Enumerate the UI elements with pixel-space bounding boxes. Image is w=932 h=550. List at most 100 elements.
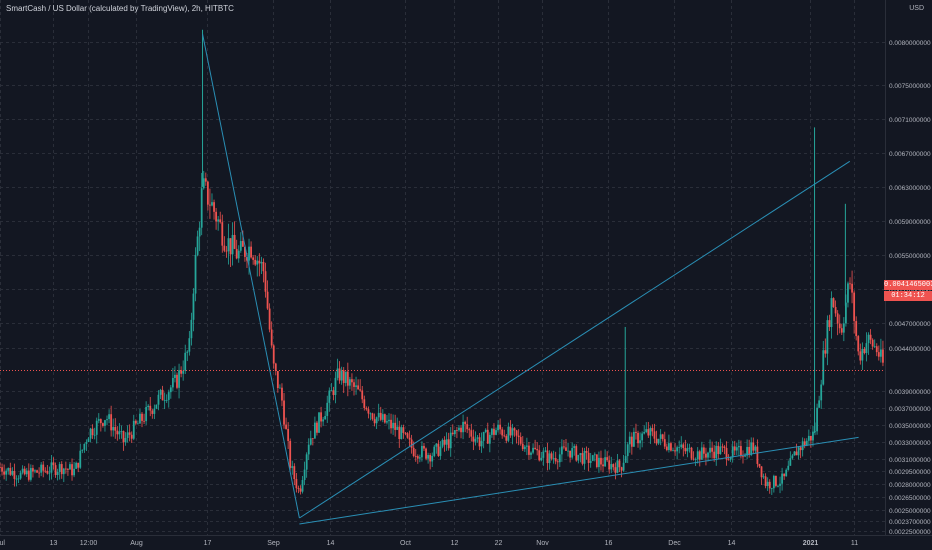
candle-body <box>223 245 226 251</box>
candle-body <box>11 470 14 475</box>
candle-body <box>206 181 209 205</box>
candle-body <box>423 445 425 449</box>
candle-body <box>503 435 506 437</box>
candle-body <box>252 257 255 260</box>
candle-body <box>69 464 71 470</box>
candle-body <box>50 462 53 473</box>
candle-body <box>408 437 411 440</box>
time-tick-label: Aug <box>130 540 143 547</box>
candle-body <box>443 439 446 445</box>
candle-body <box>812 431 814 441</box>
candle-body <box>604 457 606 467</box>
trendline[interactable] <box>202 33 300 519</box>
candle-body <box>464 421 467 425</box>
candle-body <box>729 457 732 460</box>
candle-body <box>571 448 574 458</box>
time-tick-label: 14 <box>728 540 736 547</box>
candle-body <box>281 387 283 401</box>
candle-body <box>645 429 648 432</box>
candle-body <box>853 292 856 322</box>
candle-body <box>707 452 709 458</box>
candle-body <box>515 430 518 436</box>
candle-body <box>458 427 460 431</box>
candle-body <box>198 227 201 237</box>
candle-body <box>324 415 327 420</box>
candle-body <box>295 478 298 489</box>
candle-body <box>554 458 557 462</box>
candle-body <box>336 368 339 378</box>
candle-body <box>58 464 61 472</box>
candle-body <box>15 478 18 480</box>
candle-body <box>581 453 584 464</box>
price-tick-label: 0.0022500000 <box>889 529 931 536</box>
candle-body <box>126 432 129 438</box>
candle-body <box>717 445 720 455</box>
candles <box>0 29 884 495</box>
candle-body <box>159 389 162 395</box>
candle-body <box>85 442 88 444</box>
candle-body <box>334 377 337 395</box>
candle-body <box>628 436 631 445</box>
candle-body <box>672 450 674 452</box>
candle-body <box>377 412 380 418</box>
candle-body <box>416 456 419 459</box>
candle-body <box>740 446 742 457</box>
candle-body <box>182 370 185 374</box>
candle-body <box>120 431 123 432</box>
candle-body <box>507 426 510 441</box>
candle-body <box>54 465 57 475</box>
candle-body <box>371 413 374 420</box>
candle-body <box>293 466 296 479</box>
candle-body <box>472 436 475 442</box>
candle-body <box>532 447 534 453</box>
candle-body <box>723 446 726 449</box>
candle-body <box>219 219 222 223</box>
candle-body <box>256 260 259 265</box>
candle-body <box>657 438 660 444</box>
time-tick-label: 11 <box>851 540 858 547</box>
candle-body <box>124 437 127 443</box>
candle-body <box>567 450 569 452</box>
candle-body <box>810 435 812 441</box>
time-axis[interactable]: Jul 13 12:00 Aug 17 Sep 14 Oct 12 22 Nov 16 Dec 14 202… <box>0 540 858 547</box>
candle-body <box>760 466 763 478</box>
candle-body <box>46 470 49 474</box>
countdown-tag: 01:34:12 <box>884 291 932 301</box>
candle-body <box>665 446 668 451</box>
candle-body <box>71 464 73 476</box>
candle-body <box>307 444 310 455</box>
candle-body <box>698 451 701 460</box>
time-tick-label: Jul <box>0 540 5 547</box>
candle-body <box>44 470 47 472</box>
candle-body <box>766 481 769 487</box>
candle-body <box>789 458 792 466</box>
candle-body <box>528 445 530 455</box>
candle-body <box>488 434 491 444</box>
candle-body <box>563 446 565 448</box>
candle-body <box>616 460 619 473</box>
candle-body <box>777 485 779 487</box>
time-tick-label: Dec <box>668 540 681 547</box>
candle-body <box>412 447 415 457</box>
candle-body <box>27 470 30 480</box>
price-axis[interactable]: 0.0080000000 0.0075000000 0.0071000000 0.00… <box>889 40 931 536</box>
candle-body <box>36 470 38 473</box>
trendline[interactable] <box>299 436 859 525</box>
trendline[interactable] <box>299 160 851 519</box>
candle-body <box>318 412 320 433</box>
currency-label[interactable]: USD <box>909 5 924 12</box>
candle-body <box>316 422 318 433</box>
price-tick-label: 0.0031000000 <box>889 457 931 464</box>
candle-body <box>95 420 98 435</box>
candle-body <box>696 451 699 460</box>
candle-body <box>546 450 549 464</box>
time-tick-label: Sep <box>267 540 280 547</box>
candle-body <box>768 481 771 489</box>
candle-body <box>309 438 312 445</box>
candle-body <box>34 470 36 472</box>
price-tick-label: 0.0063000000 <box>889 185 931 192</box>
candle-body <box>116 430 119 435</box>
candle-body <box>822 350 825 385</box>
time-tick-label: 2021 <box>803 540 819 547</box>
